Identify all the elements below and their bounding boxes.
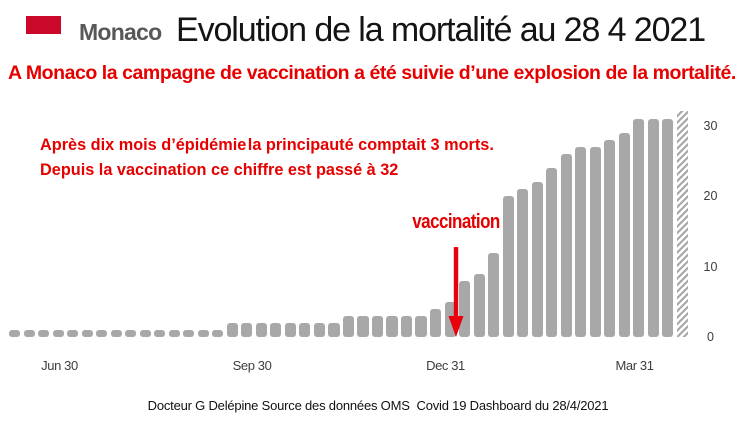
bar: [604, 139, 616, 338]
bar: [9, 330, 21, 338]
bar: [284, 323, 296, 338]
x-axis-tick-label: Dec 31: [426, 358, 465, 373]
bar: [415, 316, 427, 338]
brand-label: Monaco: [79, 19, 162, 45]
bar: [488, 252, 500, 338]
x-axis-tick-label: Mar 31: [615, 358, 654, 373]
bar: [96, 330, 108, 338]
bar: [575, 146, 587, 338]
bar: [371, 316, 384, 338]
bar: [647, 118, 659, 338]
bar: [168, 330, 180, 338]
bar: [473, 273, 485, 338]
bar: [110, 330, 122, 338]
bar: [459, 280, 471, 338]
bar: [342, 316, 355, 338]
annotation-line-2: Depuis la vaccination ce chiffre est pas…: [40, 161, 399, 179]
bar: [226, 323, 238, 338]
bar: [502, 196, 514, 338]
bar: [270, 323, 282, 338]
bar: [67, 330, 79, 338]
bar: [633, 118, 645, 338]
y-axis-tick-label: 0: [707, 330, 714, 345]
bar: [197, 330, 209, 338]
bar-hatched: [676, 111, 688, 338]
bar: [328, 323, 340, 338]
bar: [313, 323, 325, 338]
bar: [357, 316, 369, 338]
bar: [560, 153, 572, 338]
bar: [546, 167, 558, 338]
bar: [255, 323, 267, 338]
subtitle: A Monaco la campagne de vaccination a ét…: [8, 62, 736, 84]
bar: [517, 189, 529, 338]
bar: [429, 309, 442, 338]
bar: [299, 323, 311, 338]
annotation-line-1-run-2: la principauté comptait 3 morts.: [247, 136, 494, 154]
bar: [531, 182, 543, 338]
bar: [125, 330, 137, 338]
bar: [38, 330, 50, 338]
x-axis-tick-label: Jun 30: [41, 358, 78, 373]
bar: [662, 118, 674, 338]
bar: [618, 132, 630, 338]
bar: [23, 330, 35, 338]
bar: [183, 330, 195, 338]
bar: [386, 316, 398, 338]
vaccination-arrow-icon: [448, 247, 464, 337]
annotation-line-1-run-1: Après dix mois d’épidémie: [40, 136, 247, 154]
y-axis-tick-label: 20: [703, 189, 718, 204]
bar: [400, 316, 413, 338]
y-axis-tick-label: 30: [703, 118, 718, 133]
monaco-flag-icon: [26, 16, 61, 34]
y-axis-tick-label: 10: [703, 259, 718, 274]
bar: [589, 146, 601, 338]
page-title: Evolution de la mortalité au 28 4 2021: [176, 10, 706, 49]
source-footer: Docteur G Delépine Source des données OM…: [147, 398, 609, 413]
bar: [139, 330, 151, 338]
bar: [154, 330, 166, 338]
annotation-text: Après dix mois d’épidémiela principauté …: [40, 133, 494, 183]
bar: [52, 330, 64, 338]
bar: [212, 330, 224, 338]
vaccination-label: vaccination: [412, 209, 500, 233]
bar: [241, 323, 253, 338]
bar: [81, 330, 93, 338]
x-axis-tick-label: Sep 30: [232, 358, 272, 373]
annotation-line-1: Après dix mois d’épidémiela principauté …: [40, 133, 494, 158]
